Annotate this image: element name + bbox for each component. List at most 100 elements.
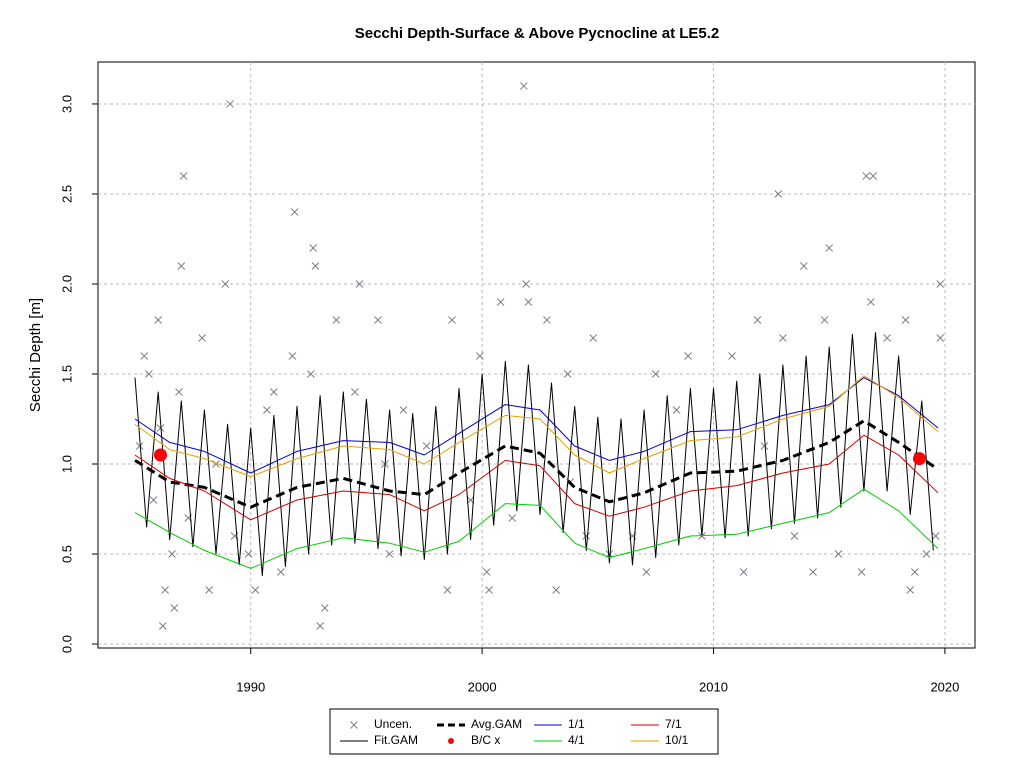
data-point xyxy=(350,388,359,396)
data-point xyxy=(205,586,213,594)
data-point xyxy=(931,532,940,540)
cross-stroke xyxy=(145,370,153,378)
cross-stroke xyxy=(422,442,431,450)
cross-stroke xyxy=(175,388,183,396)
cross-stroke xyxy=(448,316,456,324)
data-point xyxy=(374,316,382,324)
data-point xyxy=(154,316,163,324)
cross-stroke xyxy=(316,622,324,630)
cross-stroke xyxy=(374,316,382,324)
legend-label: B/C x xyxy=(471,733,500,747)
cross-stroke xyxy=(198,334,206,342)
data-point xyxy=(145,370,153,378)
data-point xyxy=(485,586,493,594)
cross-stroke xyxy=(350,721,358,729)
legend-marker xyxy=(448,738,454,744)
cross-stroke xyxy=(140,352,149,360)
data-point xyxy=(198,334,206,342)
data-point xyxy=(149,496,158,504)
data-line xyxy=(134,377,939,474)
data-point xyxy=(862,172,871,180)
data-point xyxy=(790,532,799,540)
data-point xyxy=(482,568,491,576)
chart-title: Secchi Depth-Surface & Above Pycnocline … xyxy=(355,25,720,42)
data-point xyxy=(910,568,919,576)
data-point xyxy=(251,586,260,594)
legend-marker xyxy=(350,721,358,729)
data-point xyxy=(728,352,736,360)
data-point xyxy=(642,568,651,576)
data-point xyxy=(179,172,188,180)
cross-stroke xyxy=(799,262,808,270)
data-point xyxy=(448,316,456,324)
data-point xyxy=(809,568,817,576)
data-point xyxy=(672,406,681,414)
cross-stroke xyxy=(290,208,299,216)
data-point xyxy=(475,352,484,360)
cross-stroke xyxy=(519,82,528,90)
cross-stroke xyxy=(399,406,408,414)
cross-stroke xyxy=(589,334,598,342)
data-point xyxy=(316,622,324,630)
data-point xyxy=(922,550,931,558)
data-point xyxy=(582,532,591,540)
cross-stroke xyxy=(485,586,493,594)
cross-stroke xyxy=(910,568,919,576)
data-point xyxy=(906,586,915,594)
cross-stroke xyxy=(270,388,278,396)
y-tick-label: 2.5 xyxy=(59,185,74,203)
cross-stroke xyxy=(307,370,315,378)
data-line xyxy=(134,434,939,521)
cross-stroke xyxy=(906,586,915,594)
data-point xyxy=(799,262,808,270)
cross-stroke xyxy=(753,316,762,324)
data-point xyxy=(355,280,364,288)
cross-stroke xyxy=(857,568,866,576)
cross-stroke xyxy=(522,280,530,288)
cross-stroke xyxy=(263,406,271,414)
x-tick-label: 2000 xyxy=(468,679,497,694)
data-point xyxy=(443,586,452,594)
cross-stroke xyxy=(672,406,681,414)
x-tick-label: 2020 xyxy=(930,679,959,694)
data-point xyxy=(753,316,762,324)
cross-stroke xyxy=(251,586,260,594)
data-point xyxy=(496,298,505,306)
data-point xyxy=(385,550,394,558)
cross-stroke xyxy=(276,568,285,576)
data-point xyxy=(522,280,530,288)
cross-stroke xyxy=(820,316,829,324)
data-point xyxy=(760,442,769,450)
cross-stroke xyxy=(443,586,452,594)
data-point xyxy=(320,604,329,612)
data-line xyxy=(134,332,934,577)
data-point xyxy=(156,424,165,432)
data-point xyxy=(936,280,945,288)
cross-stroke xyxy=(496,298,505,306)
data-point xyxy=(153,448,167,462)
cross-stroke xyxy=(869,172,878,180)
cross-stroke xyxy=(760,442,769,450)
data-point xyxy=(820,316,829,324)
cross-stroke xyxy=(862,172,871,180)
data-point xyxy=(221,280,230,288)
cross-stroke xyxy=(350,388,359,396)
data-point xyxy=(332,316,341,324)
y-axis-label: Secchi Depth [m] xyxy=(27,298,44,412)
cross-stroke xyxy=(154,316,163,324)
data-point xyxy=(399,406,408,414)
cross-stroke xyxy=(582,532,591,540)
data-point xyxy=(774,190,783,198)
data-point xyxy=(563,370,572,378)
cross-stroke xyxy=(508,514,517,522)
data-point xyxy=(936,334,945,342)
cross-stroke xyxy=(205,586,213,594)
data-line xyxy=(134,375,939,478)
legend-label: 4/1 xyxy=(568,733,585,747)
data-point xyxy=(825,244,834,252)
data-point xyxy=(307,370,315,378)
data-point xyxy=(857,568,866,576)
cross-stroke xyxy=(931,532,940,540)
cross-stroke xyxy=(651,370,660,378)
